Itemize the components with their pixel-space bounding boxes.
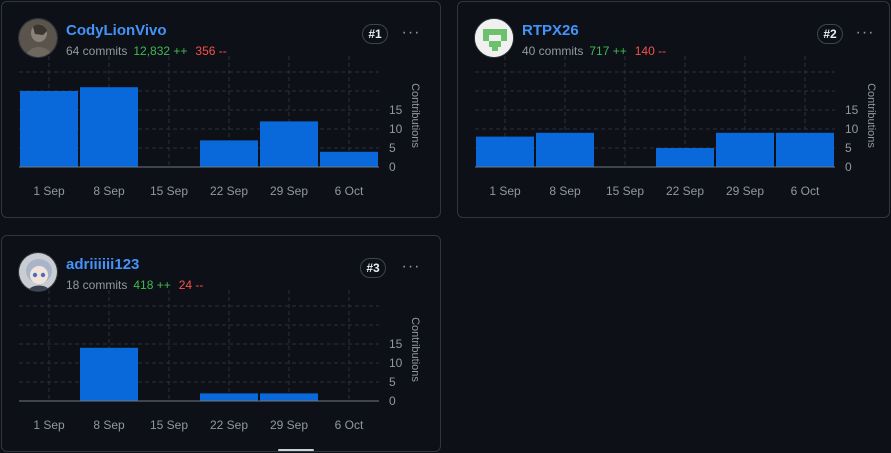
kebab-horizontal-icon[interactable]: ··· (401, 24, 421, 41)
contributor-username[interactable]: RTPX26 (522, 22, 579, 39)
y-tick-label: 5 (389, 375, 396, 389)
additions-count: 12,832 ++ (133, 44, 188, 58)
y-tick-label: 5 (845, 141, 852, 155)
kebab-horizontal-icon[interactable]: ··· (855, 24, 875, 41)
chart-bar (656, 148, 714, 167)
x-tick-label: 15 Sep (606, 184, 644, 198)
commits-count[interactable]: 64 commits (66, 44, 128, 58)
rank-badge: #2 (817, 24, 843, 44)
rank-badge: #1 (362, 24, 388, 44)
rank-badge: #3 (360, 258, 386, 278)
contributor-card: RTPX26 40 commits 717 ++ 140 -- #2 ··· 1 S… (457, 1, 890, 218)
x-tick-label: 29 Sep (726, 184, 764, 198)
y-tick-label: 10 (389, 356, 403, 370)
x-tick-label: 6 Oct (791, 184, 820, 198)
y-tick-label: 15 (389, 103, 403, 117)
contribution-stats: 64 commits 12,832 ++ 356 -- (66, 44, 227, 58)
photo-avatar-icon[interactable] (18, 18, 58, 58)
anime-avatar-icon[interactable] (18, 252, 58, 292)
kebab-horizontal-icon[interactable]: ··· (401, 258, 421, 275)
commits-count[interactable]: 40 commits (522, 44, 584, 58)
scroll-indicator[interactable] (278, 449, 314, 451)
identicon-avatar-icon[interactable] (474, 18, 514, 58)
x-tick-label: 8 Sep (93, 418, 125, 432)
chart-bar (200, 393, 258, 401)
chart-bar (776, 132, 834, 167)
y-tick-label: 15 (389, 337, 403, 351)
additions-count: 418 ++ (133, 278, 171, 292)
contributions-chart: 1 Sep 8 Sep 15 Sep 22 Sep 29 Sep 6 Oct 0 5 10 15 C… (475, 56, 877, 198)
commits-count[interactable]: 18 commits (66, 278, 128, 292)
deletions-count: 24 -- (178, 278, 204, 292)
contribution-stats: 18 commits 418 ++ 24 -- (66, 278, 203, 292)
x-tick-label: 22 Sep (210, 418, 248, 432)
deletions-count: 356 -- (195, 44, 227, 58)
y-tick-label: 15 (845, 103, 859, 117)
chart-bar (716, 132, 774, 167)
chart-bar (536, 132, 594, 167)
contributor-username[interactable]: adriiiiii123 (66, 256, 140, 273)
y-axis-label: Contributions (865, 83, 877, 148)
y-tick-label: 0 (845, 160, 852, 174)
x-tick-label: 29 Sep (270, 184, 308, 198)
chart-bar (476, 136, 534, 167)
contributions-chart: 1 Sep 8 Sep 15 Sep 22 Sep 29 Sep 6 Oct 0 5 10 15 C… (19, 290, 421, 432)
x-tick-label: 6 Oct (335, 418, 364, 432)
x-tick-label: 1 Sep (33, 418, 65, 432)
y-tick-label: 0 (389, 160, 396, 174)
contributions-chart: 1 Sep 8 Sep 15 Sep 22 Sep 29 Sep 6 Oct 0 5 10 15 C… (19, 56, 421, 198)
contributor-card: adriiiiii123 18 commits 418 ++ 24 -- #3 ··… (1, 235, 441, 452)
x-tick-label: 8 Sep (93, 184, 125, 198)
x-tick-label: 22 Sep (210, 184, 248, 198)
chart-bar (260, 121, 318, 167)
y-axis-label: Contributions (409, 83, 421, 148)
y-axis-label: Contributions (409, 317, 421, 382)
y-tick-label: 5 (389, 141, 396, 155)
x-tick-label: 1 Sep (33, 184, 65, 198)
additions-count: 717 ++ (589, 44, 627, 58)
contribution-stats: 40 commits 717 ++ 140 -- (522, 44, 666, 58)
x-tick-label: 8 Sep (549, 184, 581, 198)
x-tick-label: 15 Sep (150, 184, 188, 198)
x-tick-label: 6 Oct (335, 184, 364, 198)
chart-bar (80, 87, 138, 167)
x-tick-label: 29 Sep (270, 418, 308, 432)
chart-bar (20, 91, 78, 167)
x-tick-label: 1 Sep (489, 184, 521, 198)
y-tick-label: 10 (845, 122, 859, 136)
deletions-count: 140 -- (634, 44, 667, 58)
chart-bar (320, 151, 378, 167)
y-tick-label: 0 (389, 394, 396, 408)
x-tick-label: 22 Sep (666, 184, 704, 198)
x-tick-label: 15 Sep (150, 418, 188, 432)
contributor-card: CodyLionVivo 64 commits 12,832 ++ 356 -- #… (1, 1, 441, 218)
chart-bar (200, 140, 258, 167)
chart-bar (260, 393, 318, 401)
contributor-username[interactable]: CodyLionVivo (66, 22, 167, 39)
y-tick-label: 10 (389, 122, 403, 136)
chart-bar (80, 347, 138, 401)
